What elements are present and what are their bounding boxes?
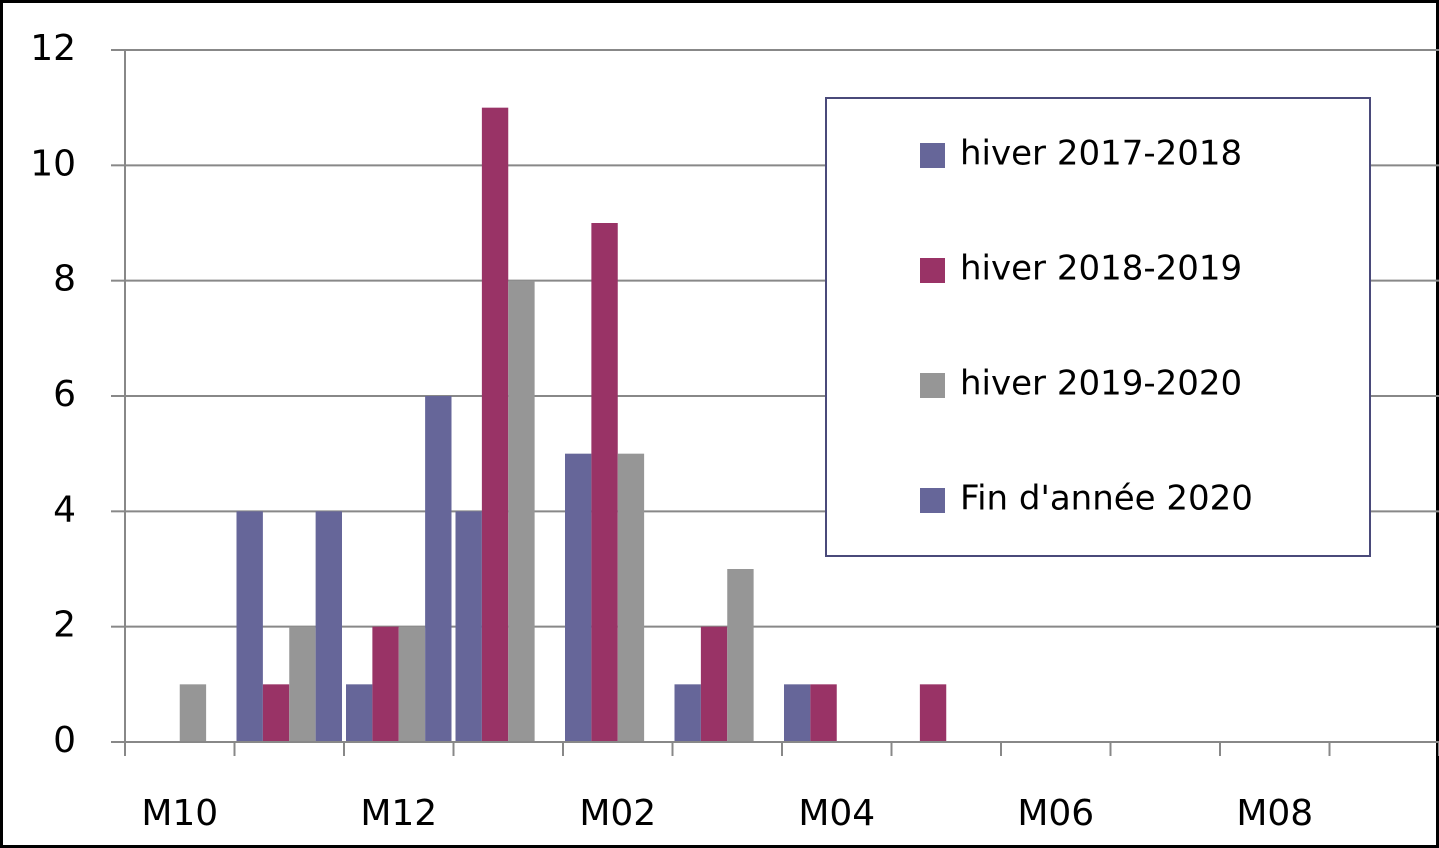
bar (565, 453, 592, 742)
bar (315, 511, 342, 742)
y-tick-label: 6 (53, 374, 76, 415)
legend-swatch (920, 488, 945, 513)
bar (674, 684, 701, 742)
bar (481, 107, 509, 742)
legend-label: hiver 2019-2020 (960, 364, 1242, 404)
legend-swatch (920, 373, 945, 398)
bar (508, 280, 535, 742)
bar (179, 684, 207, 742)
x-tick-label: M06 (1017, 793, 1094, 834)
bar (591, 223, 618, 742)
bar (617, 453, 645, 742)
bar (810, 684, 837, 742)
bar (372, 626, 399, 742)
y-tick-label: 4 (53, 489, 76, 530)
legend-label: Fin d'année 2020 (960, 479, 1253, 519)
bar (455, 511, 482, 742)
bar (398, 626, 426, 742)
y-tick-label: 2 (53, 605, 76, 646)
bar (346, 684, 373, 742)
x-tick-label: M10 (141, 793, 218, 834)
legend-swatch (920, 143, 945, 168)
legend: hiver 2017-2018 hiver 2018-2019 hiver 2019… (825, 97, 1371, 557)
bar (727, 569, 754, 742)
bar (700, 626, 728, 742)
x-tick-label: M08 (1236, 793, 1313, 834)
legend-label: hiver 2017-2018 (960, 134, 1242, 174)
bar (919, 684, 947, 742)
bar (289, 626, 316, 742)
x-tick-label: M04 (798, 793, 875, 834)
y-tick-label: 0 (53, 720, 76, 761)
bar (236, 511, 263, 742)
bar (262, 684, 290, 742)
legend-label: hiver 2018-2019 (960, 249, 1242, 289)
y-tick-label: 8 (53, 259, 76, 300)
bar (784, 684, 811, 742)
bar (425, 396, 452, 742)
x-tick-label: M02 (579, 793, 656, 834)
legend-swatch (920, 258, 945, 283)
legend-box (825, 97, 1371, 557)
x-tick-label: M12 (360, 793, 437, 834)
y-tick-label: 12 (30, 28, 76, 69)
y-tick-label: 10 (30, 143, 76, 184)
